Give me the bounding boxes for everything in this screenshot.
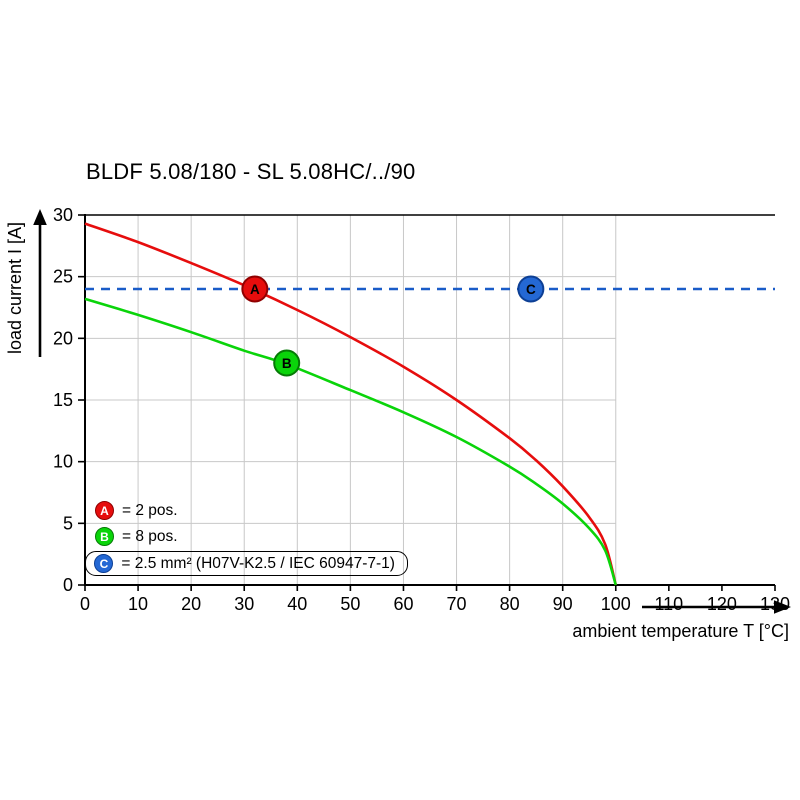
y-axis-label: load current I [A] <box>5 222 25 354</box>
x-tick-label: 80 <box>500 594 520 614</box>
x-tick-label: 10 <box>128 594 148 614</box>
x-tick-label: 100 <box>601 594 631 614</box>
x-tick-label: 50 <box>340 594 360 614</box>
legend-item-wire-spec: C = 2.5 mm² (H07V-K2.5 / IEC 60947-7-1) <box>85 551 408 576</box>
marker-letter: B <box>282 356 292 371</box>
legend-label-8pos: = 8 pos. <box>122 527 178 545</box>
x-tick-label: 60 <box>393 594 413 614</box>
y-tick-label: 30 <box>53 205 73 225</box>
x-tick-label: 70 <box>447 594 467 614</box>
marker-b <box>273 349 301 377</box>
chart-legend: A = 2 pos. B = 8 pos. C = 2.5 mm² (H07V-… <box>85 499 408 576</box>
marker-c <box>517 275 545 303</box>
marker-b-icon: B <box>95 527 114 546</box>
y-tick-label: 15 <box>53 390 73 410</box>
x-tick-label: 90 <box>553 594 573 614</box>
x-axis-label: ambient temperature T [°C] <box>572 621 789 641</box>
x-tick-label: 40 <box>287 594 307 614</box>
marker-a <box>241 275 269 303</box>
legend-label-2pos: = 2 pos. <box>122 501 178 519</box>
y-tick-label: 5 <box>63 513 73 533</box>
y-tick-label: 20 <box>53 328 73 348</box>
marker-c-icon: C <box>94 554 114 573</box>
legend-label-wire-spec: = 2.5 mm² (H07V-K2.5 / IEC 60947-7-1) <box>121 554 395 572</box>
curve-a <box>84 222 618 586</box>
x-tick-label: 120 <box>707 594 737 614</box>
x-tick-label: 0 <box>80 594 90 614</box>
marker-a-icon: A <box>95 501 114 520</box>
curve-b <box>84 297 618 586</box>
y-tick-label: 0 <box>63 575 73 595</box>
x-tick-label: 20 <box>181 594 201 614</box>
x-tick-label: 110 <box>654 594 683 614</box>
y-tick-label: 10 <box>53 452 73 472</box>
marker-letter: A <box>250 282 260 297</box>
legend-item-2pos: A = 2 pos. <box>95 499 408 522</box>
x-axis-arrowhead <box>774 600 791 614</box>
marker-letter: C <box>526 282 536 297</box>
y-axis-arrowhead <box>33 209 47 225</box>
legend-item-8pos: B = 8 pos. <box>95 525 408 548</box>
y-tick-label: 25 <box>53 267 73 287</box>
x-tick-label: 30 <box>234 594 254 614</box>
page-title: BLDF 5.08/180 - SL 5.08HC/../90 <box>86 159 416 184</box>
